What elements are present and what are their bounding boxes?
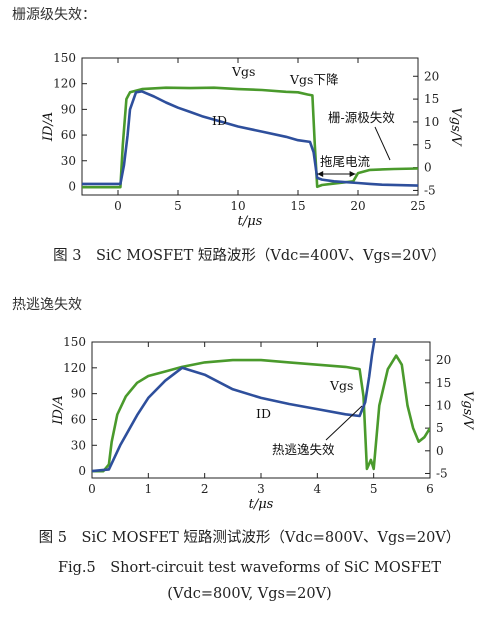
y-right-tick-label: 0	[436, 444, 444, 458]
x-tick-label: 6	[426, 482, 434, 496]
x-axis-label: t/μs	[249, 497, 274, 512]
vgs-series-line	[92, 354, 430, 473]
y-right-axis-label: Vgs/V	[448, 107, 463, 147]
x-tick-label: 4	[314, 482, 322, 496]
x-tick-label: 10	[230, 199, 245, 213]
x-tick-label: 5	[370, 482, 378, 496]
y-right-tick-label: 15	[436, 376, 451, 390]
id-annotation: ID	[212, 113, 227, 128]
x-tick-label: 1	[145, 482, 153, 496]
y-right-tick-label: 0	[424, 161, 432, 175]
x-tick-label: 0	[88, 482, 96, 496]
y-right-axis-label: Vgs/V	[460, 391, 475, 431]
y-left-tick-label: 30	[71, 438, 86, 452]
y-right-tick-label: -5	[424, 183, 436, 197]
y-left-tick-label: 120	[63, 361, 86, 375]
y-left-tick-label: 90	[71, 387, 86, 401]
y-left-axis-label: ID/A	[41, 112, 56, 142]
thermal-runaway-annotation: 热逃逸失效	[272, 442, 335, 457]
y-right-tick-label: 20	[436, 353, 451, 367]
gate-source-failure-annotation-leader	[374, 126, 391, 161]
y-right-tick-label: 20	[424, 69, 439, 83]
section-heading-thermal-runaway: 热逃逸失效	[12, 297, 82, 313]
x-tick-label: 15	[290, 199, 305, 213]
y-left-tick-label: 120	[53, 77, 76, 91]
vgs-annotation: Vgs	[231, 64, 255, 79]
vgs-drop-annotation: Vgs下降	[289, 72, 339, 87]
y-right-tick-label: 15	[424, 92, 439, 106]
y-left-tick-label: 30	[61, 154, 76, 168]
y-left-tick-label: 90	[61, 102, 76, 116]
id-annotation: ID	[256, 406, 271, 421]
x-axis-label: t/μs	[238, 214, 263, 229]
y-left-tick-label: 60	[71, 412, 86, 426]
y-left-tick-label: 60	[61, 128, 76, 142]
y-left-tick-label: 0	[68, 179, 76, 193]
y-left-axis-label: ID/A	[51, 395, 66, 425]
vgs-annotation: Vgs	[329, 378, 353, 393]
figure-5-caption-cn: 图 5 SiC MOSFET 短路测试波形（Vdc=800V、Vgs=20V）	[38, 530, 461, 546]
y-left-tick-label: 0	[78, 464, 86, 478]
figure-5-caption-en-line2: (Vdc=800V, Vgs=20V)	[167, 586, 332, 602]
figure-3-caption: 图 3 SiC MOSFET 短路波形（Vdc=400V、Vgs=20V）	[53, 248, 446, 264]
tail-current-annotation: 拖尾电流	[320, 154, 371, 169]
thermal-runaway-annotation-leader	[325, 405, 363, 441]
x-tick-label: 20	[350, 199, 365, 213]
gate-source-failure-annotation: 栅-源极失效	[328, 110, 395, 125]
y-right-tick-label: -5	[436, 466, 448, 480]
x-tick-label: 0	[114, 199, 122, 213]
y-right-tick-label: 10	[436, 398, 451, 412]
y-right-tick-label: 5	[424, 138, 432, 152]
vgs-series-line	[82, 86, 418, 189]
y-left-tick-label: 150	[53, 51, 76, 65]
id-series-line	[82, 90, 418, 187]
section-heading-gate-failure: 栅源级失效：	[12, 7, 96, 23]
x-tick-label: 25	[410, 199, 425, 213]
figure-5-caption-en-line1: Fig.5 Short-circuit test waveforms of Si…	[57, 560, 442, 576]
x-tick-label: 3	[257, 482, 265, 496]
tail-current-arrowhead-left	[317, 171, 324, 177]
y-right-tick-label: 5	[436, 421, 444, 435]
plot-frame	[81, 57, 419, 196]
figure-3-chart: 0 5 10 15 20 25 0 30 60 90 120 150 -5 0 5 10 15 20 t/μs ID/…	[41, 51, 463, 229]
x-tick-label: 2	[201, 482, 209, 496]
y-right-tick-label: 10	[424, 115, 439, 129]
tail-current-arrowhead-right	[349, 171, 356, 177]
x-tick-label: 5	[174, 199, 182, 213]
id-series-line	[92, 338, 377, 473]
y-left-tick-label: 150	[63, 335, 86, 349]
